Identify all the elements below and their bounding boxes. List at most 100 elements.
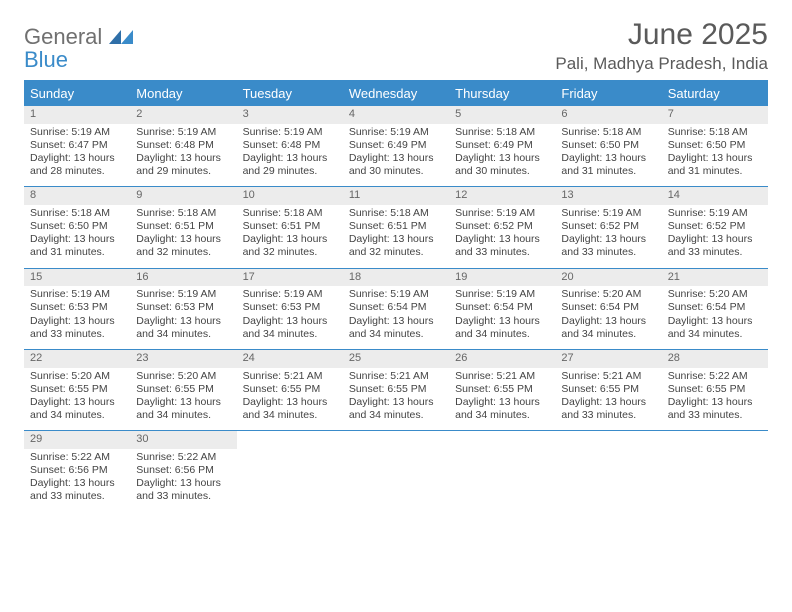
day-body: Sunrise: 5:21 AMSunset: 6:55 PMDaylight:… xyxy=(237,368,343,431)
day-number: 19 xyxy=(449,269,555,287)
sunrise-text: Sunrise: 5:19 AM xyxy=(349,288,443,301)
sunset-text: Sunset: 6:55 PM xyxy=(455,383,549,396)
brand-word-1: General xyxy=(24,24,102,49)
day-number: 5 xyxy=(449,106,555,124)
day-number: 20 xyxy=(555,269,661,287)
day-body: Sunrise: 5:22 AMSunset: 6:55 PMDaylight:… xyxy=(662,368,768,431)
sunset-text: Sunset: 6:52 PM xyxy=(668,220,762,233)
sunset-text: Sunset: 6:52 PM xyxy=(455,220,549,233)
day-body: Sunrise: 5:20 AMSunset: 6:54 PMDaylight:… xyxy=(662,286,768,349)
day-number: 9 xyxy=(130,187,236,205)
sunset-text: Sunset: 6:48 PM xyxy=(136,139,230,152)
day-body: Sunrise: 5:21 AMSunset: 6:55 PMDaylight:… xyxy=(555,368,661,431)
sunset-text: Sunset: 6:50 PM xyxy=(561,139,655,152)
daylight-text: Daylight: 13 hours and 34 minutes. xyxy=(136,396,230,422)
sunset-text: Sunset: 6:51 PM xyxy=(243,220,337,233)
calendar-day-cell: 6Sunrise: 5:18 AMSunset: 6:50 PMDaylight… xyxy=(555,106,661,186)
daylight-text: Daylight: 13 hours and 34 minutes. xyxy=(455,396,549,422)
sunrise-text: Sunrise: 5:18 AM xyxy=(349,207,443,220)
calendar-day-cell: 22Sunrise: 5:20 AMSunset: 6:55 PMDayligh… xyxy=(24,350,130,430)
sunrise-text: Sunrise: 5:20 AM xyxy=(136,370,230,383)
weekday-header: Monday xyxy=(130,82,236,106)
sunset-text: Sunset: 6:55 PM xyxy=(243,383,337,396)
sunrise-text: Sunrise: 5:20 AM xyxy=(30,370,124,383)
day-body: Sunrise: 5:22 AMSunset: 6:56 PMDaylight:… xyxy=(130,449,236,512)
calendar-day-cell: 10Sunrise: 5:18 AMSunset: 6:51 PMDayligh… xyxy=(237,187,343,267)
calendar-day-cell: 13Sunrise: 5:19 AMSunset: 6:52 PMDayligh… xyxy=(555,187,661,267)
sunrise-text: Sunrise: 5:21 AM xyxy=(349,370,443,383)
calendar-day-cell: 21Sunrise: 5:20 AMSunset: 6:54 PMDayligh… xyxy=(662,269,768,349)
daylight-text: Daylight: 13 hours and 34 minutes. xyxy=(349,315,443,341)
day-number: 22 xyxy=(24,350,130,368)
day-body: Sunrise: 5:19 AMSunset: 6:54 PMDaylight:… xyxy=(449,286,555,349)
sunset-text: Sunset: 6:55 PM xyxy=(561,383,655,396)
daylight-text: Daylight: 13 hours and 34 minutes. xyxy=(243,396,337,422)
calendar-page: General Blue June 2025 Pali, Madhya Prad… xyxy=(0,0,792,523)
sunset-text: Sunset: 6:54 PM xyxy=(349,301,443,314)
calendar-day-cell xyxy=(237,431,343,511)
calendar-grid: Sunday Monday Tuesday Wednesday Thursday… xyxy=(24,80,768,511)
day-number: 26 xyxy=(449,350,555,368)
sunset-text: Sunset: 6:53 PM xyxy=(243,301,337,314)
calendar-day-cell: 5Sunrise: 5:18 AMSunset: 6:49 PMDaylight… xyxy=(449,106,555,186)
sunrise-text: Sunrise: 5:19 AM xyxy=(668,207,762,220)
daylight-text: Daylight: 13 hours and 29 minutes. xyxy=(136,152,230,178)
day-number: 14 xyxy=(662,187,768,205)
weekday-header: Tuesday xyxy=(237,82,343,106)
daylight-text: Daylight: 13 hours and 32 minutes. xyxy=(243,233,337,259)
calendar-day-cell: 29Sunrise: 5:22 AMSunset: 6:56 PMDayligh… xyxy=(24,431,130,511)
calendar-day-cell: 24Sunrise: 5:21 AMSunset: 6:55 PMDayligh… xyxy=(237,350,343,430)
sunset-text: Sunset: 6:55 PM xyxy=(136,383,230,396)
sunset-text: Sunset: 6:54 PM xyxy=(561,301,655,314)
day-body: Sunrise: 5:19 AMSunset: 6:52 PMDaylight:… xyxy=(449,205,555,268)
sunrise-text: Sunrise: 5:18 AM xyxy=(561,126,655,139)
day-body: Sunrise: 5:18 AMSunset: 6:50 PMDaylight:… xyxy=(662,124,768,187)
sunrise-text: Sunrise: 5:20 AM xyxy=(668,288,762,301)
daylight-text: Daylight: 13 hours and 33 minutes. xyxy=(668,396,762,422)
day-number: 16 xyxy=(130,269,236,287)
daylight-text: Daylight: 13 hours and 34 minutes. xyxy=(668,315,762,341)
calendar-week-row: 15Sunrise: 5:19 AMSunset: 6:53 PMDayligh… xyxy=(24,268,768,349)
calendar-day-cell xyxy=(555,431,661,511)
sunrise-text: Sunrise: 5:19 AM xyxy=(30,126,124,139)
day-number: 21 xyxy=(662,269,768,287)
sunset-text: Sunset: 6:55 PM xyxy=(349,383,443,396)
sunrise-text: Sunrise: 5:19 AM xyxy=(243,126,337,139)
day-body: Sunrise: 5:19 AMSunset: 6:48 PMDaylight:… xyxy=(237,124,343,187)
daylight-text: Daylight: 13 hours and 31 minutes. xyxy=(668,152,762,178)
sunrise-text: Sunrise: 5:18 AM xyxy=(30,207,124,220)
calendar-day-cell: 4Sunrise: 5:19 AMSunset: 6:49 PMDaylight… xyxy=(343,106,449,186)
calendar-day-cell xyxy=(343,431,449,511)
daylight-text: Daylight: 13 hours and 33 minutes. xyxy=(455,233,549,259)
calendar-day-cell: 27Sunrise: 5:21 AMSunset: 6:55 PMDayligh… xyxy=(555,350,661,430)
sunset-text: Sunset: 6:54 PM xyxy=(455,301,549,314)
day-body: Sunrise: 5:18 AMSunset: 6:50 PMDaylight:… xyxy=(555,124,661,187)
daylight-text: Daylight: 13 hours and 34 minutes. xyxy=(243,315,337,341)
daylight-text: Daylight: 13 hours and 34 minutes. xyxy=(349,396,443,422)
sunset-text: Sunset: 6:51 PM xyxy=(349,220,443,233)
daylight-text: Daylight: 13 hours and 34 minutes. xyxy=(136,315,230,341)
sunset-text: Sunset: 6:50 PM xyxy=(30,220,124,233)
daylight-text: Daylight: 13 hours and 33 minutes. xyxy=(136,477,230,503)
brand-word-2: Blue xyxy=(24,47,68,72)
daylight-text: Daylight: 13 hours and 28 minutes. xyxy=(30,152,124,178)
sunset-text: Sunset: 6:48 PM xyxy=(243,139,337,152)
sunset-text: Sunset: 6:49 PM xyxy=(455,139,549,152)
weekday-header: Thursday xyxy=(449,82,555,106)
calendar-day-cell: 1Sunrise: 5:19 AMSunset: 6:47 PMDaylight… xyxy=(24,106,130,186)
daylight-text: Daylight: 13 hours and 34 minutes. xyxy=(30,396,124,422)
day-body: Sunrise: 5:20 AMSunset: 6:54 PMDaylight:… xyxy=(555,286,661,349)
sunset-text: Sunset: 6:49 PM xyxy=(349,139,443,152)
weekday-header: Wednesday xyxy=(343,82,449,106)
day-body: Sunrise: 5:20 AMSunset: 6:55 PMDaylight:… xyxy=(24,368,130,431)
calendar-week-row: 22Sunrise: 5:20 AMSunset: 6:55 PMDayligh… xyxy=(24,349,768,430)
calendar-day-cell: 14Sunrise: 5:19 AMSunset: 6:52 PMDayligh… xyxy=(662,187,768,267)
sunset-text: Sunset: 6:56 PM xyxy=(136,464,230,477)
daylight-text: Daylight: 13 hours and 30 minutes. xyxy=(455,152,549,178)
calendar-day-cell: 15Sunrise: 5:19 AMSunset: 6:53 PMDayligh… xyxy=(24,269,130,349)
calendar-day-cell: 30Sunrise: 5:22 AMSunset: 6:56 PMDayligh… xyxy=(130,431,236,511)
calendar-week-row: 1Sunrise: 5:19 AMSunset: 6:47 PMDaylight… xyxy=(24,106,768,186)
day-body: Sunrise: 5:21 AMSunset: 6:55 PMDaylight:… xyxy=(449,368,555,431)
daylight-text: Daylight: 13 hours and 32 minutes. xyxy=(136,233,230,259)
day-number: 12 xyxy=(449,187,555,205)
